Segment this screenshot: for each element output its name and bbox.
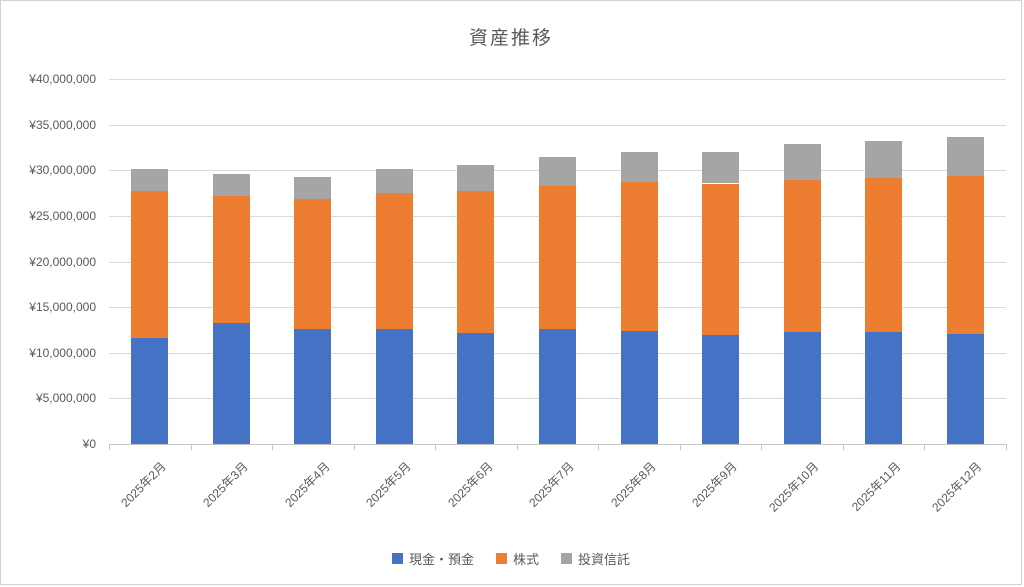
- bar-segment-投資信託: [702, 152, 740, 184]
- y-axis-label: ¥5,000,000: [35, 391, 96, 406]
- x-axis-tick: [190, 444, 192, 450]
- legend-label: 投資信託: [578, 552, 631, 567]
- y-axis-label: ¥35,000,000: [29, 117, 96, 132]
- x-axis-tick: [679, 444, 681, 450]
- bar-segment-現金・預金: [212, 322, 250, 444]
- y-axis-label: ¥20,000,000: [29, 254, 96, 269]
- bar-segment-現金・預金: [620, 331, 658, 444]
- y-axis-label: ¥0: [82, 437, 96, 451]
- bar-segment-投資信託: [620, 151, 658, 182]
- legend-swatch: [495, 553, 507, 564]
- legend-item: 現金・預金: [391, 549, 474, 568]
- bar-segment-投資信託: [375, 169, 413, 194]
- x-axis-label: 2025年6月: [444, 459, 496, 510]
- x-axis-label: 2025年5月: [363, 459, 414, 510]
- y-axis-label: ¥10,000,000: [29, 345, 96, 360]
- x-axis-label: 2025年4月: [281, 459, 333, 510]
- x-axis-label: 2025年12月: [929, 459, 985, 515]
- x-axis-line: [109, 444, 1006, 445]
- y-axis-label: ¥25,000,000: [29, 208, 96, 223]
- bar-segment-現金・預金: [702, 335, 740, 444]
- chart-title: 資産推移: [468, 28, 553, 49]
- legend-swatch: [561, 553, 572, 564]
- gridline: [109, 79, 1006, 80]
- bar-segment-株式: [294, 199, 332, 329]
- bar-segment-株式: [620, 181, 658, 332]
- bar-segment-株式: [131, 191, 169, 338]
- legend-item: 株式: [495, 549, 539, 568]
- x-axis-tick: [598, 444, 600, 450]
- x-axis-label: 2025年10月: [766, 459, 822, 515]
- bar-segment-投資信託: [783, 144, 821, 181]
- bar-segment-株式: [457, 191, 495, 333]
- bar-segment-株式: [375, 193, 413, 330]
- legend: 現金・預金 株式 投資信託: [1, 549, 1021, 568]
- legend-label: 株式: [512, 552, 539, 567]
- bar-segment-株式: [212, 196, 250, 323]
- bar-segment-投資信託: [294, 177, 332, 199]
- bar-segment-現金・預金: [946, 333, 984, 444]
- bar-segment-株式: [702, 183, 740, 336]
- bar-segment-現金・預金: [865, 332, 903, 444]
- x-axis-tick: [924, 444, 926, 450]
- bar-segment-投資信託: [865, 141, 903, 179]
- bar-segment-投資信託: [131, 168, 169, 192]
- x-axis-tick: [435, 444, 437, 450]
- x-axis-tick: [842, 444, 844, 450]
- x-axis-tick: [109, 444, 110, 450]
- bar-segment-株式: [783, 180, 821, 332]
- legend-swatch: [391, 553, 403, 564]
- x-axis-tick: [272, 444, 274, 450]
- x-axis-label: 2025年8月: [607, 459, 659, 510]
- x-axis-tick: [1006, 444, 1007, 450]
- bar-segment-投資信託: [539, 156, 576, 187]
- bar-segment-現金・預金: [783, 331, 821, 444]
- x-axis-label: 2025年11月: [848, 459, 904, 514]
- x-axis-tick: [761, 444, 763, 450]
- plot-area: 2025年2月 2025年3月 2025年4月 2025年5月 2025年6月 2025年…: [109, 79, 1007, 515]
- x-axis-tick: [353, 444, 355, 450]
- x-axis-label: 2025年7月: [526, 459, 577, 510]
- bar-segment-株式: [946, 176, 984, 334]
- bar-segment-株式: [539, 186, 576, 330]
- legend-item: 投資信託: [561, 549, 630, 568]
- x-axis-label: 2025年2月: [118, 459, 170, 510]
- bar-segment-投資信託: [212, 174, 250, 197]
- x-axis-tick: [516, 444, 518, 450]
- bar-segment-株式: [865, 178, 903, 333]
- bar-segment-投資信託: [946, 136, 984, 177]
- bar-segment-投資信託: [457, 164, 495, 192]
- gridline: [109, 124, 1006, 126]
- y-axis-label: ¥30,000,000: [29, 163, 96, 178]
- y-axis-label: ¥40,000,000: [29, 72, 96, 86]
- legend-label: 現金・預金: [408, 552, 474, 567]
- x-axis-label: 2025年9月: [689, 459, 740, 510]
- bar-segment-現金・預金: [131, 337, 169, 444]
- bar-segment-現金・預金: [294, 328, 332, 444]
- y-axis-label: ¥15,000,000: [29, 300, 96, 315]
- bar-segment-現金・預金: [457, 332, 495, 444]
- x-axis-label: 2025年3月: [200, 459, 251, 510]
- bar-segment-現金・預金: [539, 329, 576, 444]
- bar-segment-現金・預金: [375, 329, 413, 444]
